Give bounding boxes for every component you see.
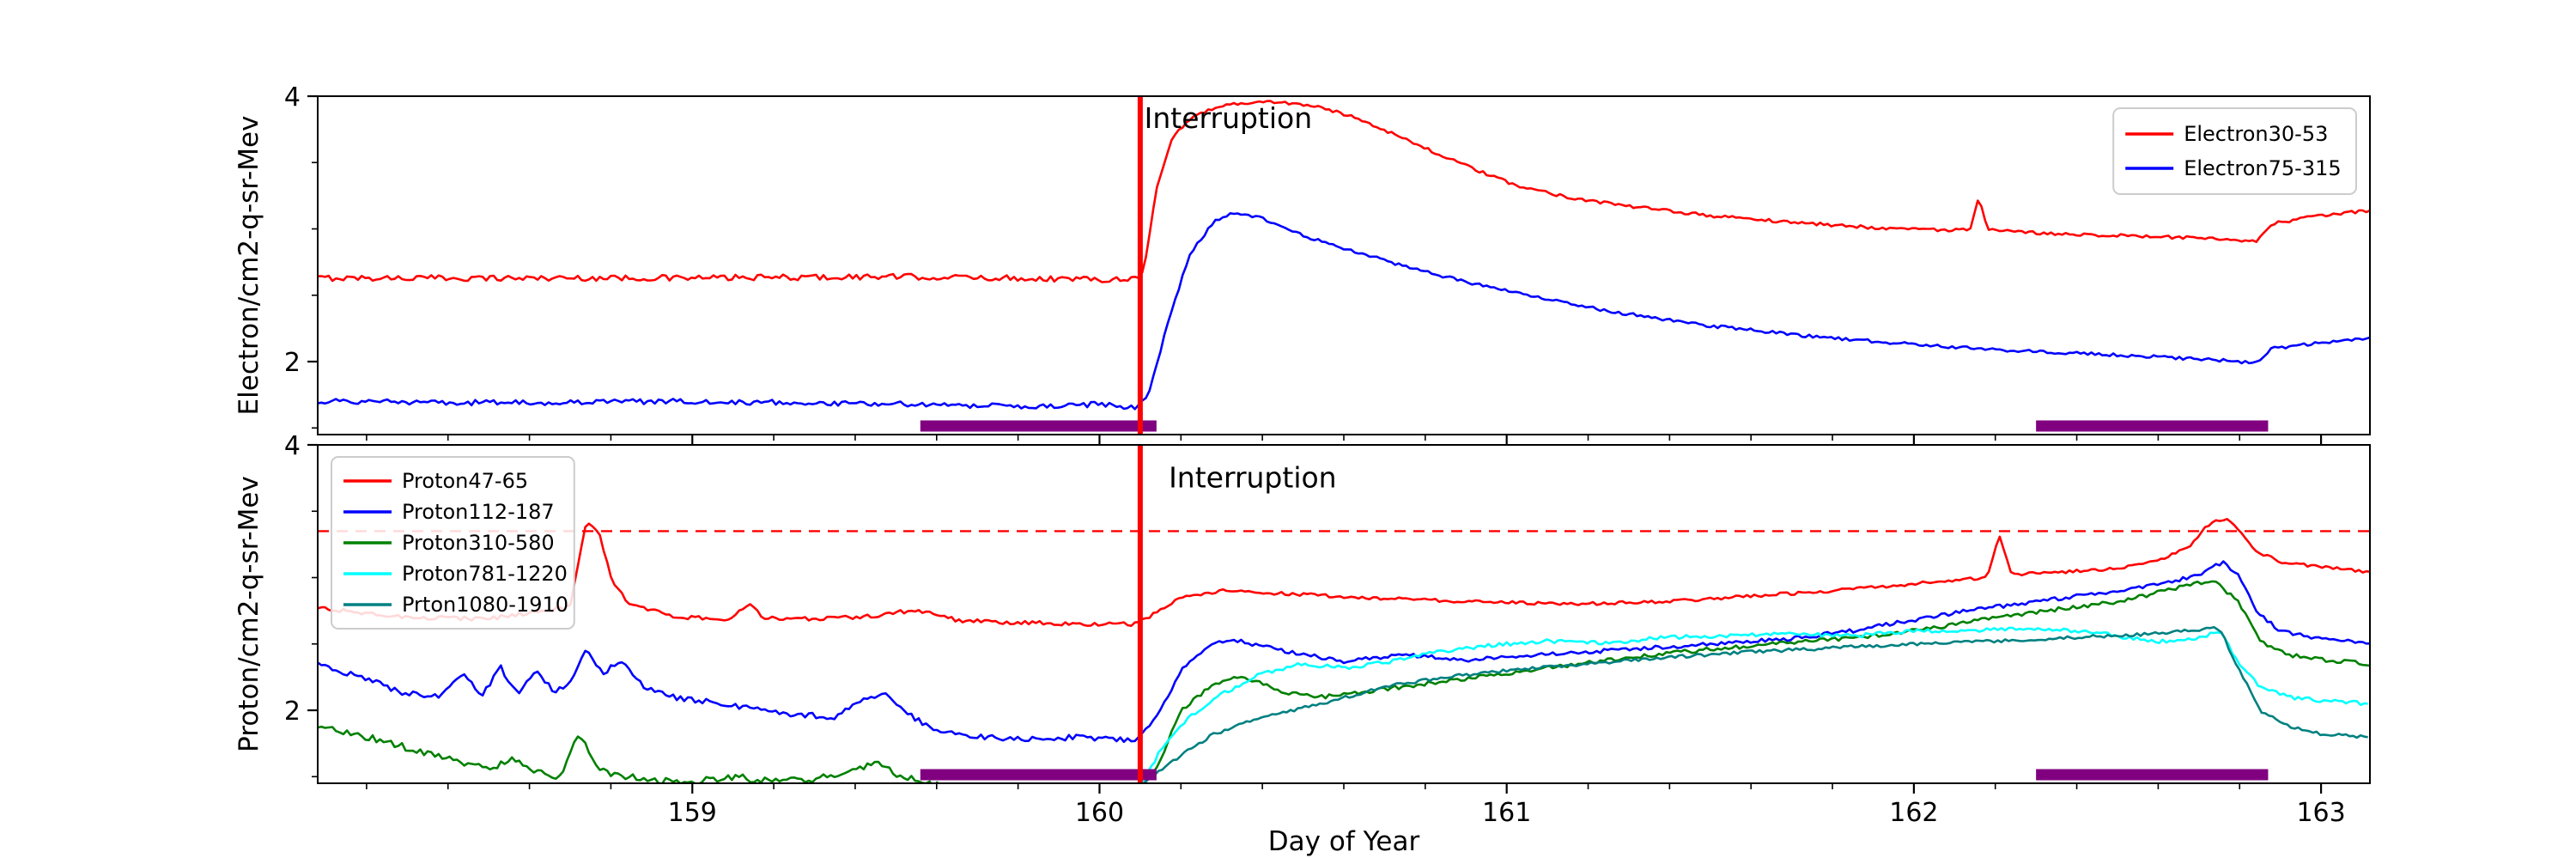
legend-box <box>2112 107 2357 195</box>
x-tick-label: 163 <box>2296 798 2345 828</box>
series-line-Electron75-315 <box>318 212 2370 411</box>
y-tick-label: 2 <box>284 697 301 727</box>
series-line-Proton310-580 <box>318 580 2370 783</box>
y-tick-label: 4 <box>284 82 301 113</box>
x-axis-label: Day of Year <box>1268 826 1420 857</box>
electron-flux-plot-area <box>318 96 2370 435</box>
series-line-Proton47-65 <box>318 517 2370 628</box>
legend-box <box>331 456 575 630</box>
highlight-band <box>920 769 1157 781</box>
legend-entry-label: Proton47-65 <box>402 469 528 493</box>
legend-entry-label: Proton310-580 <box>402 531 555 555</box>
legend-electron-flux: Electron30-53 Electron75-315 <box>2112 107 2357 195</box>
x-tick-label: 161 <box>1482 798 1531 828</box>
interruption-annotation: Interruption <box>1169 460 1337 494</box>
proton-flux-plot-area <box>318 445 2370 783</box>
highlight-band <box>2036 420 2269 432</box>
legend-proton-flux: Proton47-65 Proton112-187 Proton310-580 Pro… <box>331 456 575 630</box>
y-tick-label: 2 <box>284 348 301 378</box>
x-tick-label: 162 <box>1889 798 1938 828</box>
legend-entry-label: Proton781-1220 <box>402 562 568 586</box>
electron-y-axis-label: Electron/cm2-q-sr-Mev <box>234 116 264 416</box>
proton-flux-panel-background <box>318 445 2370 783</box>
highlight-band <box>2036 769 2269 781</box>
x-tick-label: 159 <box>668 798 717 828</box>
series-line-Electron30-53 <box>318 100 2370 283</box>
legend-entry-label: Electron30-53 <box>2184 122 2328 146</box>
series-line-Prton1080-1910 <box>1142 625 2368 783</box>
interruption-annotation: Interruption <box>1145 101 1313 135</box>
x-tick-label: 160 <box>1075 798 1124 828</box>
electron-flux-panel-background <box>318 96 2370 435</box>
series-line-Proton781-1220 <box>1141 626 2368 783</box>
legend-entry-label: Proton112-187 <box>402 500 555 524</box>
legend-entry-label: Prton1080-1910 <box>402 593 568 617</box>
legend-entry-label: Electron75-315 <box>2184 156 2341 180</box>
proton-y-axis-label: Proton/cm2-q-sr-Mev <box>234 476 264 752</box>
series-line-Proton112-187 <box>318 560 2370 744</box>
highlight-band <box>920 420 1157 432</box>
y-tick-label: 4 <box>284 431 301 461</box>
